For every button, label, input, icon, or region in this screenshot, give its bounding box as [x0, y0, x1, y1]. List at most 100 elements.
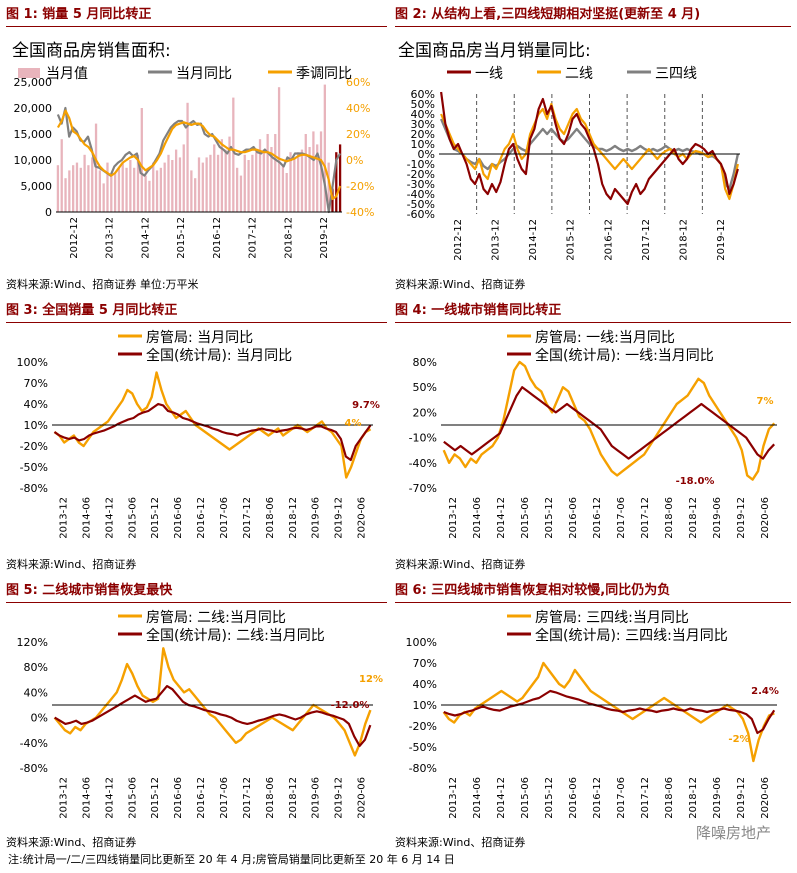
chart5-ytick: 0% [31, 712, 48, 725]
chart1-bar [125, 167, 128, 212]
chart3-ytick: -80% [20, 482, 48, 495]
chart2-ytick: -60% [407, 208, 435, 221]
chart1-bar [270, 147, 273, 212]
chart1-bar [197, 157, 201, 212]
chart6-xtick: 2014-12 [496, 777, 507, 819]
chart1-bar [140, 108, 143, 212]
chart1-bar [190, 170, 193, 212]
chart1-bar [136, 154, 140, 212]
chart3-legend-hmb-label: 房管局: 当月同比 [146, 330, 253, 346]
chart1-bar [308, 147, 311, 212]
chart1-ytick-left: 0 [45, 206, 52, 219]
chart6-legend-hmb-label: 房管局: 三四线:当月同比 [535, 610, 689, 626]
chart6-xtick: 2015-12 [544, 777, 555, 819]
chart5-line-hmb [53, 647, 372, 757]
chart1-xtick: 2018-12 [283, 217, 294, 259]
chart6-annotation: -2% [728, 734, 749, 745]
chart1-ytick-left: 25,000 [14, 76, 53, 89]
chart1: 0 5,000 10,000 15,000 20,000 25,000 -40% -20% 0%… [14, 66, 375, 259]
chart6-line-hmb [442, 661, 775, 763]
chart2-xtick: 2012-12 [453, 219, 464, 261]
chart1-bar [327, 162, 330, 212]
chart1-ytick-right: 20% [346, 128, 370, 141]
chart5-ytick: -40% [20, 737, 48, 750]
chart1-bar [255, 152, 258, 212]
chart3-ytick: 10% [24, 419, 48, 432]
chart4-xtick: 2015-12 [544, 497, 555, 539]
chart4-ytick: -40% [409, 457, 437, 470]
chart2-ytick: 30% [411, 118, 435, 131]
chart3-ytick: -50% [20, 461, 48, 474]
chart4-xtick: 2018-12 [688, 497, 699, 539]
chart6-xtick: 2016-06 [568, 777, 579, 819]
chart1-bar [87, 165, 90, 212]
chart2-xtick: 2015-12 [566, 219, 577, 261]
chart1-bar [171, 160, 174, 212]
chart1-bar [297, 152, 300, 212]
chart2-legend-tier2-label: 二线 [565, 66, 593, 82]
chart1-xtick: 2013-12 [105, 217, 116, 259]
chart1-bar [316, 144, 319, 212]
chart2-ytick: 50% [411, 98, 435, 111]
chart1-xtick: 2016-12 [212, 217, 223, 259]
chart4-xtick: 2017-12 [640, 497, 651, 539]
footnote: 注:统计局一/二/三四线销量同比更新至 20 年 4 月;房管局销量同比更新至 … [8, 853, 455, 866]
chart3-ytick: 100% [17, 356, 48, 369]
chart1-legend-bar-swatch [18, 68, 40, 78]
chart1-bar [224, 149, 227, 212]
chart1-bar [293, 157, 296, 212]
chart1-bar [167, 154, 170, 212]
chart1-bar [152, 162, 155, 212]
chart2-legend-tier1-label: 一线 [475, 66, 503, 82]
chart4-xtick: 2016-06 [568, 497, 579, 539]
chart4-xtick: 2019-12 [736, 497, 747, 539]
chart1-bar [56, 165, 60, 212]
chart2-xtick: 2013-12 [490, 219, 501, 261]
chart1-xtick: 2015-12 [176, 217, 187, 259]
chart1-bar [281, 165, 285, 212]
chart1-bar [209, 154, 212, 212]
chart3-xtick: 2015-12 [150, 497, 161, 539]
chart4-xtick: 2015-06 [520, 497, 531, 539]
chart1-bar [68, 170, 71, 212]
chart1-ytick-right: -20% [346, 180, 374, 193]
chart1-ytick-right: 0% [346, 154, 363, 167]
chart4-legend-hmb-label: 房管局: 一线:当月同比 [535, 330, 675, 346]
chart1-bar [289, 152, 292, 212]
chart5-xtick: 2018-06 [265, 777, 276, 819]
chart1-bar [72, 165, 75, 212]
panel5-header: 图 5: 二线城市销售恢复最快 [6, 580, 387, 603]
chart1-bar [251, 154, 254, 212]
chart1-ytick-right: 40% [346, 102, 370, 115]
chart5-legend-nbs-label: 全国(统计局): 二线:当月同比 [146, 627, 325, 644]
chart1-bar [194, 178, 197, 212]
chart1-bar [304, 134, 307, 212]
chart5-ytick: -80% [20, 762, 48, 775]
chart4-xtick: 2014-06 [472, 497, 483, 539]
chart6-ytick: 70% [413, 657, 437, 670]
chart3-ytick: -20% [20, 440, 48, 453]
chart2-ytick: 20% [411, 128, 435, 141]
chart1-bar [331, 188, 334, 212]
chart5-xtick: 2017-06 [219, 777, 230, 819]
chart4-xtick: 2018-06 [664, 497, 675, 539]
chart5-xtick: 2015-06 [127, 777, 138, 819]
chart5-xtick: 2014-06 [81, 777, 92, 819]
watermark: 降噪房地产 [695, 824, 771, 842]
chart1-legend-yoy-label: 当月同比 [176, 66, 232, 82]
chart5-ytick: 80% [24, 661, 48, 674]
chart6-xtick: 2013-12 [448, 777, 459, 819]
chart1-bar [79, 167, 82, 212]
chart3-legend-nbs-label: 全国(统计局): 当月同比 [146, 347, 292, 364]
chart1-bar [178, 157, 182, 212]
chart4-xtick: 2020-06 [760, 497, 771, 539]
chart1-bar [129, 160, 132, 212]
chart3-annotation: 9.7% [352, 400, 380, 411]
chart3-xtick: 2016-12 [196, 497, 207, 539]
chart4-line-nbs [443, 386, 775, 460]
chart1-bar [338, 144, 342, 212]
chart1-xtick: 2012-12 [69, 217, 80, 259]
chart2-ytick: 40% [411, 108, 435, 121]
panel5-source: 资料来源:Wind、招商证券 [6, 836, 137, 849]
chart1-ytick-left: 10,000 [14, 154, 53, 167]
